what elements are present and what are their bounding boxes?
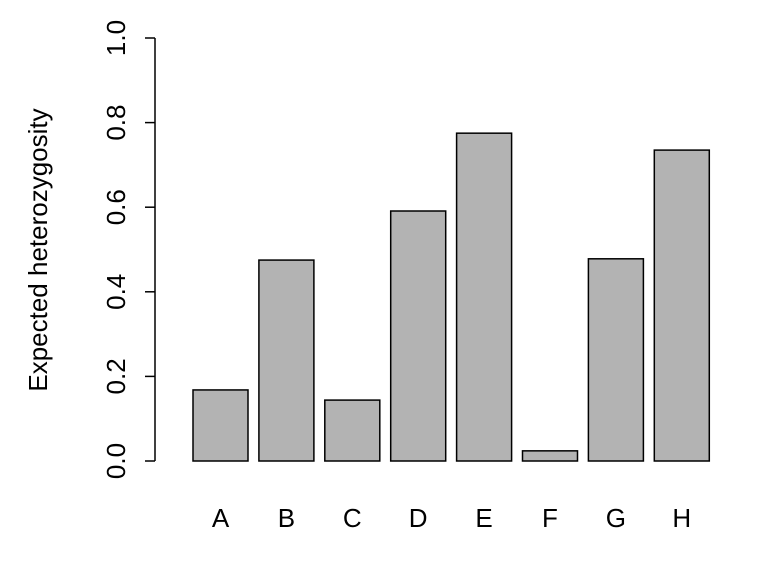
- x-tick-label: D: [409, 503, 428, 533]
- bar: [587, 258, 645, 462]
- y-tick-label: 0.6: [101, 189, 131, 225]
- x-tick-label: H: [672, 503, 691, 533]
- y-tick-label: 0.2: [101, 358, 131, 394]
- bar: [389, 210, 447, 462]
- y-tick-label: 0.4: [101, 274, 131, 310]
- x-tick-label: E: [475, 503, 492, 533]
- y-tick-label: 0.0: [101, 443, 131, 479]
- y-tick-label: 1.0: [101, 20, 131, 56]
- x-tick-label: F: [542, 503, 558, 533]
- x-tick-label: G: [606, 503, 626, 533]
- x-tick-label: A: [212, 503, 230, 533]
- x-tick-label: B: [278, 503, 295, 533]
- bar: [258, 259, 315, 462]
- y-tick-label: 0.8: [101, 105, 131, 141]
- bar: [455, 132, 513, 462]
- x-tick-label: C: [343, 503, 362, 533]
- y-axis-label: Expected heterozygosity: [23, 108, 53, 391]
- bar: [192, 389, 249, 462]
- bar: [324, 399, 381, 462]
- bar: [521, 450, 579, 462]
- bar: [653, 149, 711, 462]
